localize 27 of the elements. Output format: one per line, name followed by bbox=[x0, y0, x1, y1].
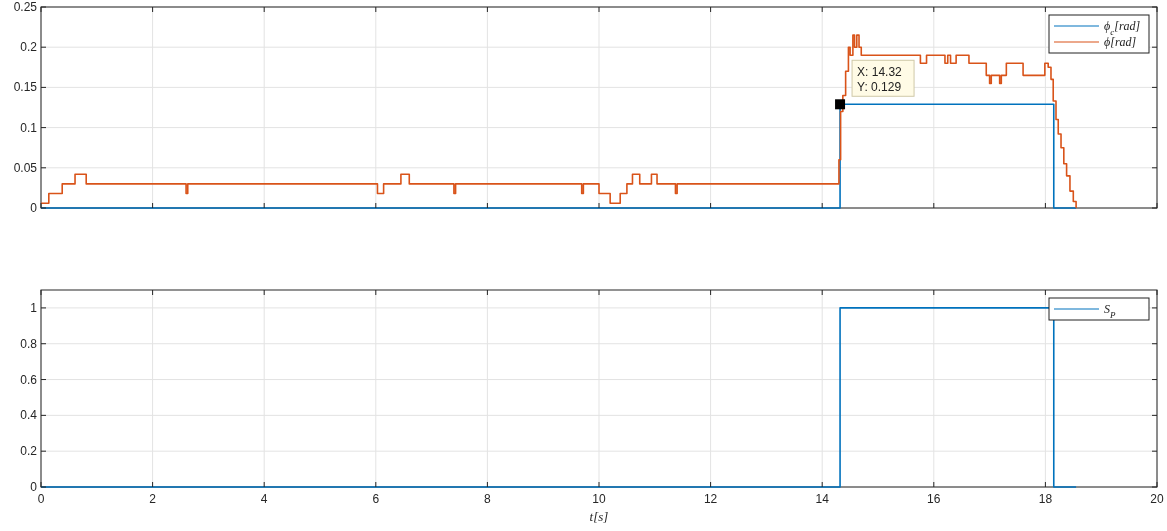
legend-label: ϕ[rad] bbox=[1104, 35, 1137, 49]
x-tick-label: 4 bbox=[260, 492, 268, 506]
legend-label: S$_{P}$ bbox=[1104, 302, 1116, 320]
legend-label: ϕ$_{c}$[rad] bbox=[1104, 19, 1141, 37]
y-tick-label: 0.15 bbox=[13, 80, 38, 95]
x-tick-label: 12 bbox=[703, 492, 718, 506]
y-tick-label: 0.4 bbox=[20, 408, 38, 423]
x-tick-label: 8 bbox=[484, 492, 492, 506]
y-tick-label: 0.05 bbox=[13, 160, 38, 175]
y-tick-label: 0.25 bbox=[13, 0, 38, 14]
y-tick-label: 0.2 bbox=[20, 40, 38, 55]
y-tick-label: 0.1 bbox=[20, 120, 38, 135]
y-tick-label: 0.2 bbox=[20, 444, 38, 459]
x-tick-label: 14 bbox=[815, 492, 830, 506]
y-tick-label: 0 bbox=[30, 480, 38, 494]
x-tick-label: 6 bbox=[372, 492, 380, 506]
y-tick-label: 0.8 bbox=[20, 336, 38, 351]
x-tick-label: 18 bbox=[1038, 492, 1053, 506]
x-tick-label: 20 bbox=[1150, 492, 1164, 506]
x-tick-label: 10 bbox=[592, 492, 606, 506]
x-tick-label: 16 bbox=[927, 492, 941, 506]
y-tick-label: 0.6 bbox=[20, 372, 38, 387]
y-tick-label: 1 bbox=[30, 300, 38, 315]
x-tick-label: 2 bbox=[149, 492, 157, 506]
annotation: X: 14.32 Y: 0.129 bbox=[857, 65, 903, 95]
y-tick-label: 0 bbox=[30, 201, 38, 215]
x-axis-title: t[s] bbox=[589, 509, 609, 524]
